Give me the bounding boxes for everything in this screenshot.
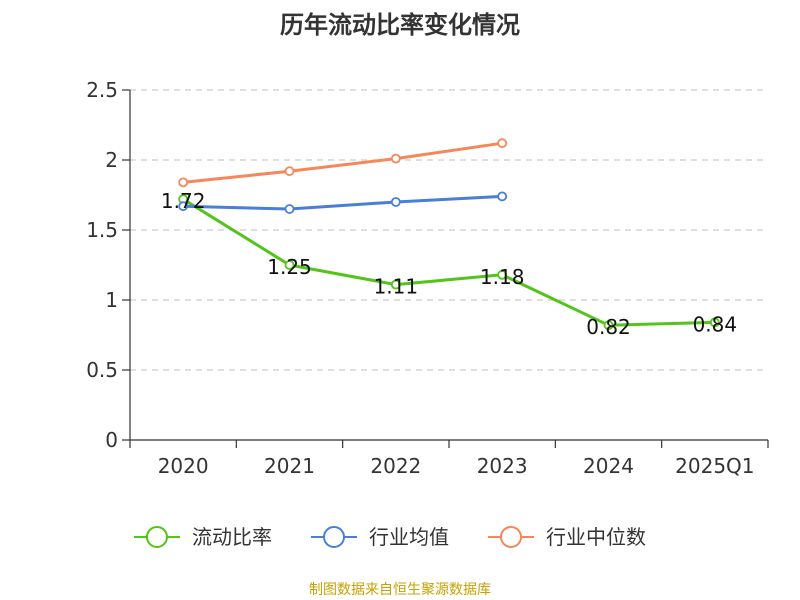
series-0 — [178, 194, 720, 331]
axes — [129, 90, 768, 441]
data-point — [390, 279, 401, 290]
chart-title: 历年流动比率变化情况 — [280, 11, 520, 39]
data-point — [497, 269, 508, 280]
x-tick-label: 2021 — [264, 454, 315, 478]
data-label: 1.25 — [267, 255, 312, 279]
data-point — [284, 204, 295, 214]
data-label: 1.72 — [161, 189, 206, 213]
source-note: 制图数据来自恒生聚源数据库 — [309, 582, 491, 598]
data-point — [497, 191, 508, 202]
x-tick-label: 2024 — [583, 454, 634, 478]
legend: 流动比率 行业均值 行业中位数 — [134, 525, 646, 549]
data-point — [284, 260, 295, 270]
data-point — [603, 320, 614, 331]
legend-item-2[interactable]: 行业中位数 — [488, 525, 646, 549]
y-tick-label: 0.5 — [86, 358, 118, 382]
y-tick-label: 2.5 — [86, 78, 118, 102]
data-labels: 1.72 1.25 1.11 1.18 0.82 0.84 — [161, 189, 737, 339]
series-lines — [178, 138, 720, 331]
y-axis-ticks: 0 0.5 1 1.5 2 2.5 — [86, 78, 130, 452]
legend-item-0[interactable]: 流动比率 — [134, 525, 272, 549]
data-label: 0.82 — [586, 315, 631, 339]
legend-label: 行业中位数 — [546, 525, 646, 549]
data-point — [390, 153, 401, 164]
x-tick-label: 2023 — [477, 454, 528, 478]
data-point — [284, 166, 295, 177]
series-line — [182, 197, 715, 327]
x-tick-label: 2022 — [370, 454, 421, 478]
data-point — [497, 138, 508, 149]
legend-item-1[interactable]: 行业均值 — [311, 525, 449, 549]
series-1 — [178, 191, 508, 214]
series-2 — [178, 138, 508, 188]
x-tick-label: 2025Q1 — [675, 454, 754, 478]
data-point — [178, 201, 189, 212]
series-line — [183, 194, 503, 211]
y-tick-label: 0 — [105, 428, 118, 452]
x-axis-ticks: 2020 2021 2022 2023 2024 2025Q1 — [129, 440, 769, 478]
y-tick-label: 1 — [105, 288, 118, 312]
data-label: 0.84 — [693, 312, 738, 336]
y-tick-label: 2 — [105, 148, 118, 172]
grid-lines — [130, 89, 768, 371]
series-line — [183, 141, 503, 184]
data-label: 1.18 — [480, 265, 525, 289]
legend-label: 流动比率 — [192, 525, 272, 549]
data-label: 1.11 — [374, 275, 419, 299]
legend-marker-icon — [500, 526, 522, 548]
legend-marker-icon — [146, 526, 168, 548]
data-point — [709, 317, 720, 328]
x-tick-label: 2020 — [158, 454, 209, 478]
legend-label: 行业均值 — [369, 525, 449, 549]
y-tick-label: 1.5 — [86, 218, 118, 242]
legend-marker-icon — [323, 526, 345, 548]
data-point — [390, 197, 401, 207]
data-point — [178, 177, 189, 188]
